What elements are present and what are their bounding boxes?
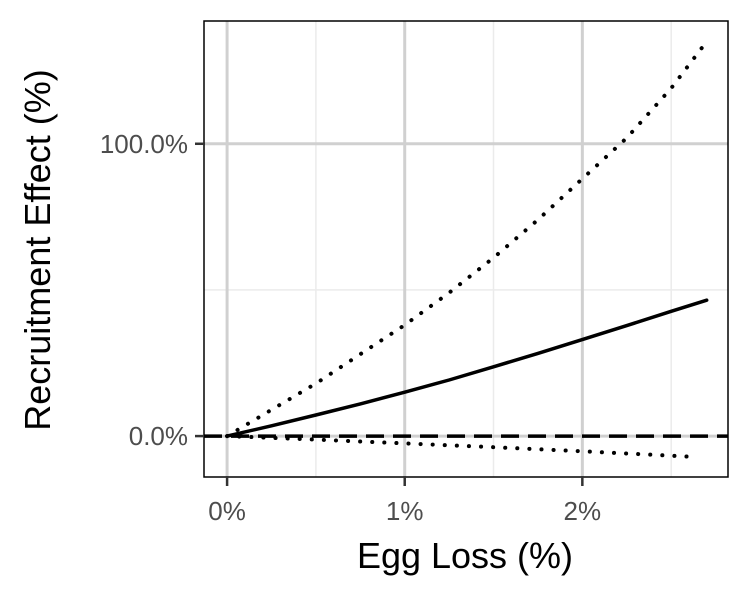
axes: 0.0% 100.0% 0% 1% 2% [100,20,729,526]
series-line-2-solid [225,298,709,438]
series-line-3-dotted [225,434,700,460]
y-axis-title: Recruitment Effect (%) [17,69,58,430]
x-axis-title: Egg Loss (%) [357,535,573,576]
panel-border [203,20,729,478]
x-tick-label: 1% [386,496,424,526]
y-tick-label: 0.0% [129,421,188,451]
grid [204,21,728,477]
y-tick-label: 100.0% [100,129,188,159]
series-layer [204,39,728,460]
x-tick-label: 2% [564,496,602,526]
panel-background [204,21,728,477]
x-tick-label: 0% [208,496,246,526]
